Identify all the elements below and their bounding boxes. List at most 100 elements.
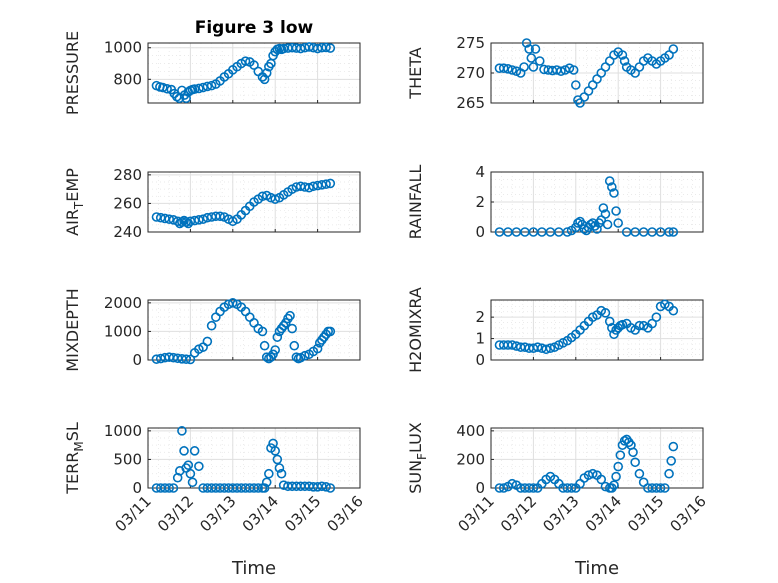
data-point	[615, 450, 626, 460]
x-tick-label: 03/14	[582, 492, 625, 535]
x-tick-label: 03/13	[539, 492, 582, 535]
y-tick-label: 0	[132, 351, 142, 369]
data-point	[611, 206, 621, 216]
data-point	[647, 318, 657, 329]
subplot-6: 0 1 2 H2OMIXRA	[406, 287, 704, 373]
subplot-1: 800 1000 PRESSURE Figure 3 low	[63, 18, 361, 115]
y-tick-label: 280	[113, 166, 142, 184]
data-point	[562, 227, 573, 237]
data-point	[261, 477, 272, 488]
y-axis-label: AIRTEMP	[63, 168, 86, 236]
data-point	[289, 340, 300, 351]
data-point	[634, 320, 645, 331]
subplot-3: 240 260 280 AIRTEMP	[63, 166, 361, 241]
data-point	[532, 342, 543, 352]
data-point	[666, 456, 677, 466]
y-axis-label: H2OMIXRA	[406, 287, 425, 373]
data-point	[321, 179, 331, 189]
data-point	[592, 224, 602, 234]
axes-border	[147, 42, 361, 104]
data-point	[545, 343, 556, 354]
data-point	[498, 63, 509, 73]
data-point	[602, 219, 613, 230]
data-point	[604, 316, 615, 327]
y-axis-label: PRESSURE	[63, 31, 82, 115]
data-point	[185, 354, 196, 365]
y-tick-label: 240	[113, 223, 142, 241]
x-axis-label: Time	[574, 558, 619, 579]
x-tick-label: 03/13	[196, 492, 239, 535]
data-point	[272, 454, 283, 465]
data-point	[325, 43, 336, 53]
y-axis-label: THETA	[406, 47, 425, 99]
data-point	[596, 474, 607, 485]
data-point	[630, 457, 640, 468]
data-point	[528, 483, 539, 493]
y-tick-label: 1	[475, 330, 485, 348]
data-point	[304, 182, 314, 193]
data-point	[300, 350, 310, 361]
x-tick-label: 03/11	[112, 492, 155, 535]
axes-border	[147, 299, 361, 361]
data-point	[194, 461, 204, 472]
data-point	[541, 344, 551, 355]
y-axis-label: TERRMSL	[63, 422, 86, 495]
data-point	[598, 203, 609, 213]
data-point	[276, 468, 287, 479]
data-point	[287, 323, 297, 334]
data-point	[272, 332, 283, 342]
data-point	[521, 38, 532, 48]
data-point	[168, 483, 179, 493]
data-point	[264, 468, 274, 479]
x-tick-label: 03/14	[239, 492, 282, 535]
axes-border	[490, 42, 704, 104]
x-tick-label: 03/11	[455, 492, 498, 535]
data-point	[634, 468, 645, 479]
data-point	[660, 483, 670, 493]
data-point	[600, 308, 611, 318]
subplot-4: 0 2 4 RAINFALL	[406, 163, 704, 241]
data-point	[183, 460, 194, 470]
data-point	[261, 68, 272, 78]
data-point	[249, 60, 259, 70]
data-point	[619, 436, 630, 446]
y-tick-label: 800	[113, 70, 142, 88]
data-point	[570, 80, 581, 90]
data-point	[181, 93, 191, 104]
data-point	[228, 298, 238, 308]
data-point	[607, 182, 617, 192]
data-point	[181, 354, 191, 364]
x-tick-label: 03/15	[281, 492, 324, 535]
data-point	[253, 483, 264, 493]
axes-border	[147, 171, 361, 233]
data-point	[270, 446, 281, 456]
x-tick-label: 03/12	[497, 492, 540, 535]
y-tick-label: 260	[113, 194, 142, 212]
data-point	[194, 83, 204, 94]
data-point	[655, 483, 666, 493]
y-axis-label: RAINFALL	[406, 165, 425, 240]
subplot-7: 0 500 1000 TERRMSL 03/11 03/12 03/13 03/14 03/15…	[63, 422, 367, 579]
axes-border	[490, 171, 704, 233]
data-point	[507, 478, 518, 489]
data-point	[566, 483, 577, 493]
data-point	[285, 310, 295, 321]
y-tick-label: 500	[113, 450, 142, 468]
y-tick-label: 1000	[104, 422, 142, 440]
data-point	[619, 56, 630, 66]
data-point	[519, 62, 529, 72]
y-axis-label: MIXDEPTH	[63, 288, 82, 371]
data-point	[198, 82, 208, 93]
y-tick-label: 275	[456, 34, 485, 52]
data-point	[600, 209, 611, 219]
data-point	[198, 214, 208, 224]
y-tick-label: 2	[475, 308, 485, 326]
data-point	[530, 44, 541, 54]
y-tick-label: 2000	[104, 294, 142, 312]
data-point	[587, 468, 598, 479]
data-point	[534, 56, 545, 66]
data-point	[259, 483, 270, 493]
data-point	[668, 44, 679, 54]
data-point	[194, 215, 204, 225]
